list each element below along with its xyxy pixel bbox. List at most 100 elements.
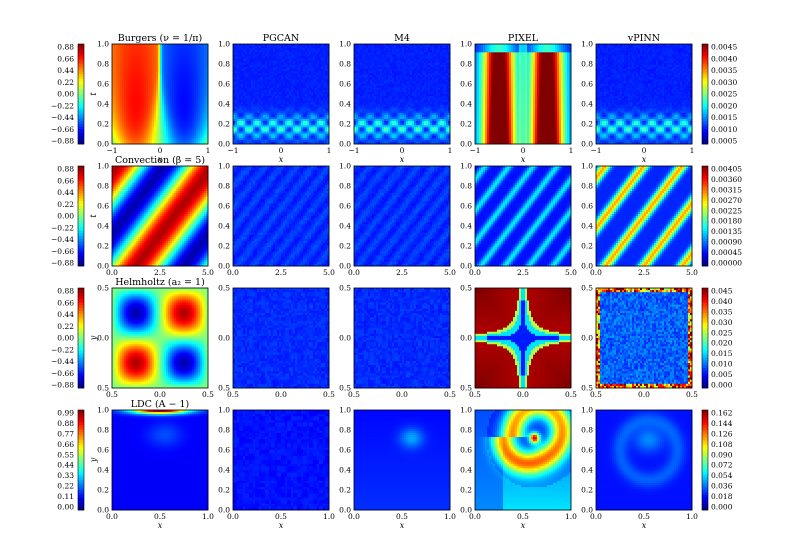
- colorbar-segment: [78, 94, 84, 97]
- colorbar-tick-label: 0.0020: [711, 101, 737, 110]
- colorbar-segment: [702, 132, 708, 135]
- colorbar-tick-label: 0.0015: [711, 113, 737, 122]
- colorbar-segment: [702, 117, 708, 120]
- colorbar-segment: [702, 89, 708, 92]
- colorbar-segment: [702, 87, 708, 90]
- colorbar-segment: [78, 97, 84, 100]
- colorbar-segment: [78, 139, 84, 142]
- colorbar-segment: [78, 49, 84, 52]
- colorbar-segment: [702, 102, 708, 105]
- colorbar-tick-label: 0.66: [57, 54, 74, 63]
- colorbar-tick-label: 0.0010: [711, 125, 737, 134]
- colorbar-tick-label: 0.0035: [711, 66, 737, 75]
- colorbar-segment: [702, 59, 708, 62]
- colorbar-segment: [78, 52, 84, 55]
- colorbar-segment: [78, 44, 84, 47]
- colorbar-segment: [78, 122, 84, 125]
- colorbar-segment: [78, 64, 84, 67]
- colorbar-segment: [702, 122, 708, 125]
- error-colorbar: 0.0045 0.0040 0.0035 0.0030 0.0025 0.0020 0.00…: [702, 43, 737, 146]
- colorbar-segment: [78, 87, 84, 90]
- colorbar-tick-label: 0.0030: [711, 78, 737, 87]
- heatmap-panel: [112, 44, 208, 144]
- colorbar-segment: [702, 127, 708, 130]
- colorbar-segment: [78, 137, 84, 140]
- colorbar-segment: [78, 129, 84, 132]
- colorbar-segment: [702, 104, 708, 107]
- colorbar-segment: [702, 82, 708, 85]
- colorbar-segment: [702, 57, 708, 60]
- colorbar-segment: [78, 114, 84, 117]
- colorbar-segment: [702, 107, 708, 110]
- colorbar-segment: [78, 104, 84, 107]
- colorbar-tick-label: 0.0005: [711, 137, 737, 146]
- colorbar-segment: [78, 102, 84, 105]
- colorbar-segment: [702, 124, 708, 127]
- colorbar-segment: [78, 92, 84, 95]
- colorbar-segment: [78, 62, 84, 65]
- colorbar-tick-label: 0.88: [57, 43, 74, 52]
- colorbar-segment: [78, 117, 84, 120]
- colorbar-segment: [78, 127, 84, 130]
- colorbar-segment: [702, 47, 708, 50]
- colorbar-segment: [78, 107, 84, 110]
- colorbar-segment: [702, 54, 708, 57]
- colorbar-tick-label: 0.0040: [711, 54, 737, 63]
- colorbar-segment: [78, 69, 84, 72]
- colorbar-segment: [702, 62, 708, 65]
- colorbar-segment: [78, 74, 84, 77]
- colorbar-segment: [78, 67, 84, 70]
- colorbar-segment: [702, 97, 708, 100]
- colorbar-segment: [702, 114, 708, 117]
- colorbar-segment: [702, 109, 708, 112]
- colorbar-segment: [78, 89, 84, 92]
- colorbar-segment: [78, 132, 84, 135]
- colorbar-segment: [702, 69, 708, 72]
- colorbar-segment: [78, 112, 84, 115]
- colorbar-segment: [702, 134, 708, 137]
- colorbar-segment: [702, 49, 708, 52]
- colorbar-tick-label: −0.22: [51, 101, 74, 110]
- colorbar-segment: [702, 94, 708, 97]
- colorbar-segment: [78, 77, 84, 80]
- colorbar-segment: [702, 129, 708, 132]
- colorbar-segment: [702, 99, 708, 102]
- colorbar-segment: [702, 119, 708, 122]
- colorbar-segment: [78, 84, 84, 87]
- colorbar-segment: [78, 99, 84, 102]
- field-colorbar: 0.88 0.66 0.44 0.22 0.00 −0.22 −0.44 −0.66 −0.88: [51, 43, 84, 146]
- colorbar-tick-label: −0.88: [51, 137, 74, 146]
- colorbar-segment: [78, 134, 84, 137]
- colorbar-segment: [702, 112, 708, 115]
- colorbar-segment: [702, 44, 708, 47]
- colorbar-segment: [702, 77, 708, 80]
- colorbar-segment: [78, 72, 84, 75]
- colorbar-segment: [78, 47, 84, 50]
- colorbar-segment: [702, 74, 708, 77]
- colorbar-segment: [78, 79, 84, 82]
- colorbar-segment: [702, 137, 708, 140]
- colorbar-tick-label: 0.0045: [711, 43, 737, 52]
- colorbar-segment: [78, 124, 84, 127]
- colorbar-segment: [702, 84, 708, 87]
- colorbar-segment: [702, 79, 708, 82]
- colorbar-segment: [78, 82, 84, 85]
- colorbar-tick-label: 0.00: [57, 90, 74, 99]
- colorbar-tick-label: −0.66: [51, 125, 74, 134]
- colorbar-tick-label: −0.44: [51, 113, 74, 122]
- colorbar-segment: [702, 139, 708, 142]
- colorbar-segment: [702, 67, 708, 70]
- colorbar-segment: [702, 72, 708, 75]
- colorbar-segment: [78, 109, 84, 112]
- colorbar-segment: [78, 54, 84, 57]
- colorbar-segment: [78, 57, 84, 60]
- colorbar-tick-label: 0.22: [57, 78, 74, 87]
- colorbar-segment: [702, 92, 708, 95]
- colorbar-tick-label: 0.44: [57, 66, 74, 75]
- colorbar-segment: [702, 52, 708, 55]
- colorbar-segment: [78, 59, 84, 62]
- colorbar-segment: [702, 64, 708, 67]
- colorbar-segment: [78, 119, 84, 122]
- colorbar-tick-label: 0.0025: [711, 90, 737, 99]
